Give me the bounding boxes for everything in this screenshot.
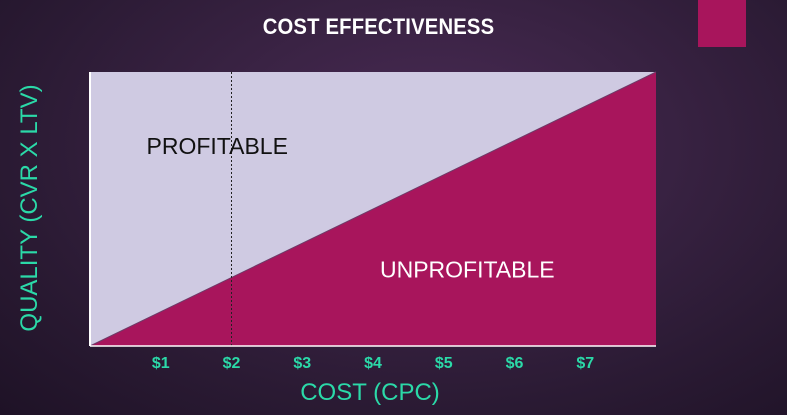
- x-axis-label: COST (CPC): [300, 379, 440, 406]
- x-tick-label: $3: [293, 355, 311, 372]
- break-even-line: [89, 71, 657, 347]
- unprofitable-label: UNPROFITABLE: [380, 256, 555, 282]
- page-title: COST EFFECTIVENESS: [262, 14, 495, 39]
- x-tick-label: $6: [506, 355, 524, 372]
- profitable-label: PROFITABLE: [147, 133, 288, 159]
- accent-square: [698, 0, 746, 47]
- x-tick-labels: $1 $2 $3 $4 $5 $6 $7: [152, 355, 594, 372]
- x-tick-label: $4: [364, 355, 382, 372]
- x-tick-label: $5: [435, 355, 453, 372]
- x-tick-label: $2: [223, 355, 241, 372]
- y-axis-label: QUALITY (CVR X LTV): [16, 84, 43, 332]
- x-tick-label: $1: [152, 355, 170, 372]
- x-tick-label: $7: [576, 355, 594, 372]
